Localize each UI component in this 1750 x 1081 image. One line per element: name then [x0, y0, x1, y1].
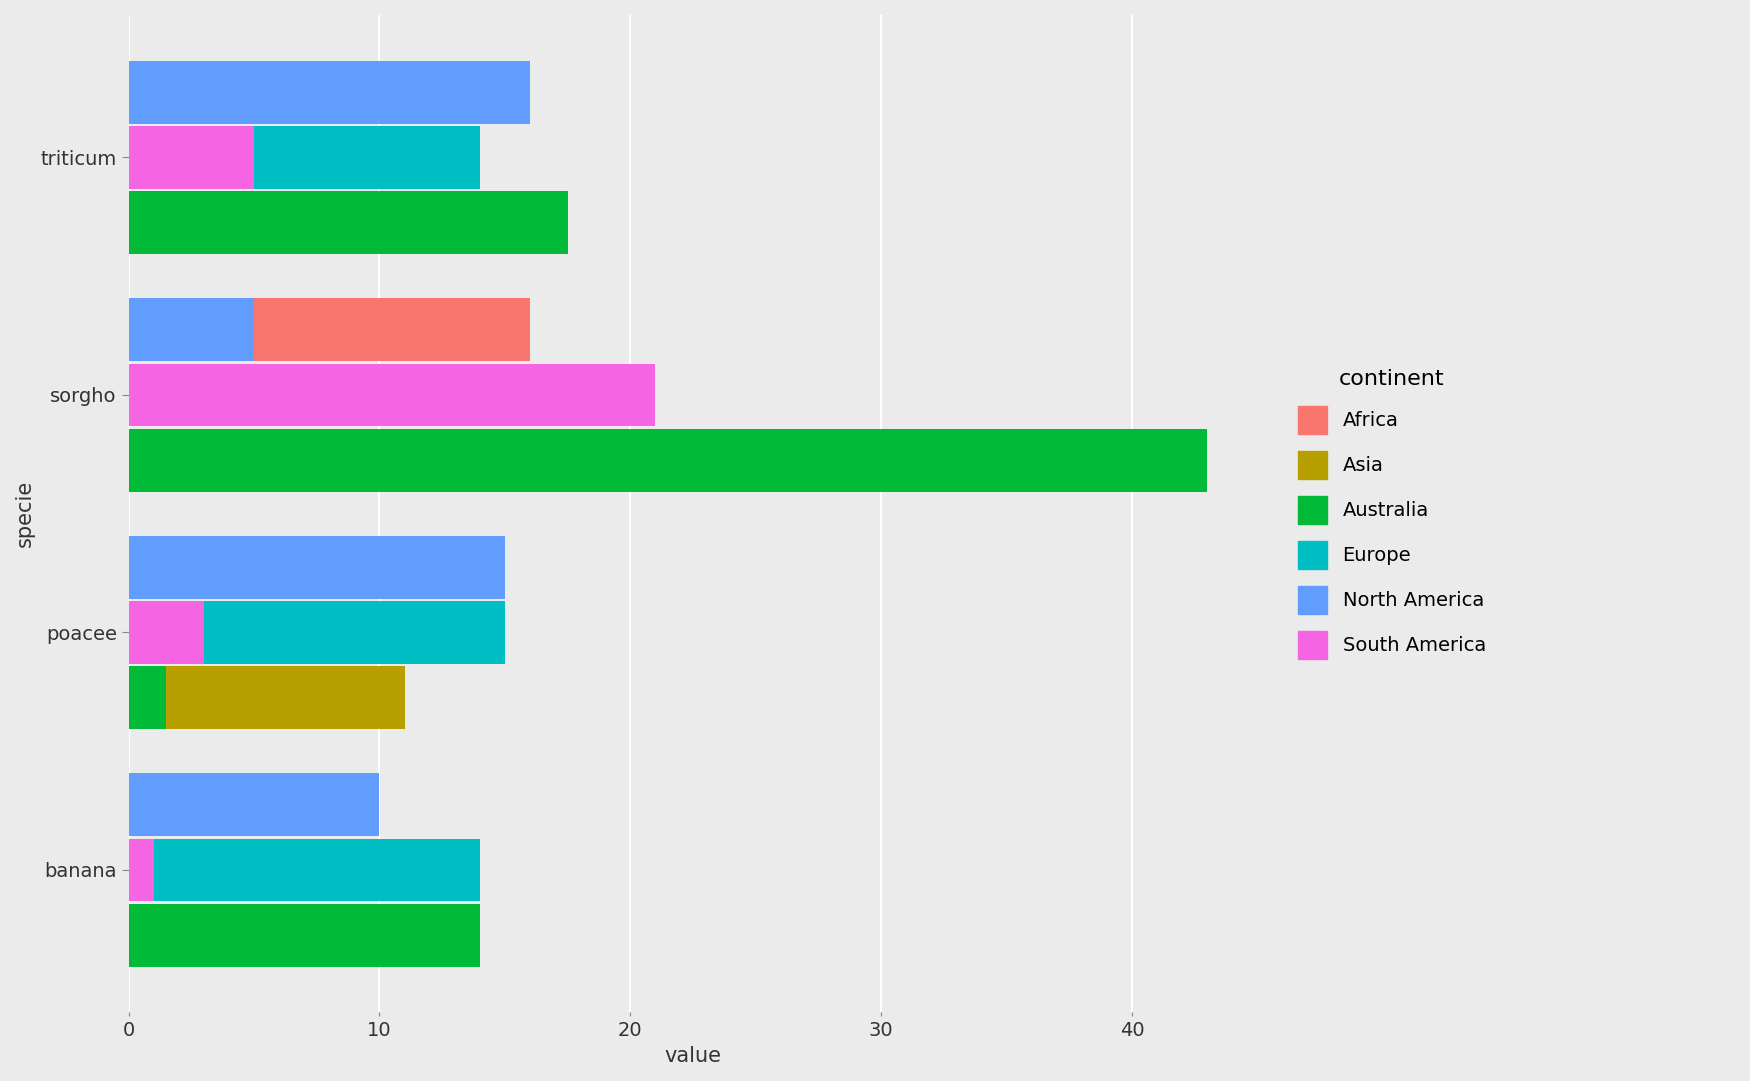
Bar — [128, 191, 567, 254]
Bar — [128, 666, 166, 730]
Bar — [128, 363, 654, 426]
Bar — [166, 666, 404, 730]
Bar — [128, 61, 530, 123]
Bar — [128, 126, 254, 189]
Bar — [128, 839, 154, 902]
Bar — [154, 839, 480, 902]
X-axis label: value: value — [665, 1046, 721, 1066]
Bar — [128, 298, 254, 361]
Y-axis label: specie: specie — [16, 480, 35, 547]
Bar — [128, 773, 380, 836]
Bar — [128, 536, 504, 599]
Bar — [254, 298, 530, 361]
Bar — [128, 904, 480, 966]
Legend: Africa, Asia, Australia, Europe, North America, South America: Africa, Asia, Australia, Europe, North A… — [1278, 349, 1505, 678]
Bar — [203, 601, 504, 664]
Bar — [128, 429, 1208, 492]
Bar — [128, 601, 203, 664]
Bar — [254, 126, 480, 189]
